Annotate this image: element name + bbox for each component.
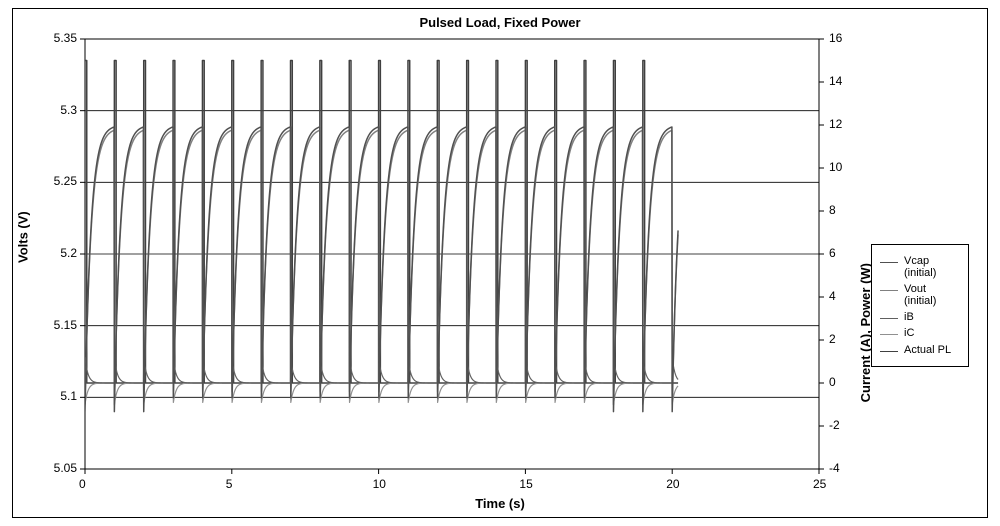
legend-label: iC bbox=[904, 327, 960, 339]
y-left-tick-label: 5.1 bbox=[60, 389, 77, 403]
y-left-tick-label: 5.05 bbox=[54, 461, 77, 475]
y-left-tick-label: 5.2 bbox=[60, 246, 77, 260]
legend-swatch bbox=[880, 257, 898, 267]
x-tick-label: 25 bbox=[813, 477, 826, 491]
legend-box: Vcap (initial) Vout (initial) iB iC Actual P… bbox=[871, 244, 969, 367]
legend-item: iB bbox=[880, 311, 960, 323]
x-tick-label: 20 bbox=[666, 477, 679, 491]
legend-item: Vout (initial) bbox=[880, 283, 960, 307]
y-right-tick-label: 14 bbox=[829, 74, 842, 88]
y-left-tick-label: 5.25 bbox=[54, 174, 77, 188]
x-tick-label: 5 bbox=[226, 477, 233, 491]
chart-panel: Pulsed Load, Fixed Power Volts (V) Curre… bbox=[12, 8, 988, 518]
legend-swatch bbox=[880, 346, 898, 356]
legend-label: Vcap (initial) bbox=[904, 255, 960, 279]
x-tick-label: 10 bbox=[373, 477, 386, 491]
x-tick-label: 0 bbox=[79, 477, 86, 491]
y-right-tick-label: 2 bbox=[829, 332, 836, 346]
chart-frame: Pulsed Load, Fixed Power Volts (V) Curre… bbox=[0, 0, 1000, 526]
legend-item: Vcap (initial) bbox=[880, 255, 960, 279]
legend-label: Vout (initial) bbox=[904, 283, 960, 307]
legend-label: iB bbox=[904, 311, 960, 323]
legend-label: Actual PL bbox=[904, 344, 960, 356]
x-tick-label: 15 bbox=[519, 477, 532, 491]
y-left-tick-label: 5.35 bbox=[54, 31, 77, 45]
y-left-tick-label: 5.15 bbox=[54, 318, 77, 332]
y-right-tick-label: 4 bbox=[829, 289, 836, 303]
legend-swatch bbox=[880, 285, 898, 295]
y-right-tick-label: 16 bbox=[829, 31, 842, 45]
legend-swatch bbox=[880, 329, 898, 339]
y-right-tick-label: -4 bbox=[829, 461, 840, 475]
y-right-tick-label: 8 bbox=[829, 203, 836, 217]
y-left-tick-label: 5.3 bbox=[60, 103, 77, 117]
y-right-tick-label: 0 bbox=[829, 375, 836, 389]
legend-item: Actual PL bbox=[880, 344, 960, 356]
y-right-tick-label: -2 bbox=[829, 418, 840, 432]
series-Vcap bbox=[85, 127, 678, 412]
y-right-tick-label: 6 bbox=[829, 246, 836, 260]
legend-swatch bbox=[880, 313, 898, 323]
y-right-tick-label: 10 bbox=[829, 160, 842, 174]
legend-item: iC bbox=[880, 327, 960, 339]
y-right-tick-label: 12 bbox=[829, 117, 842, 131]
